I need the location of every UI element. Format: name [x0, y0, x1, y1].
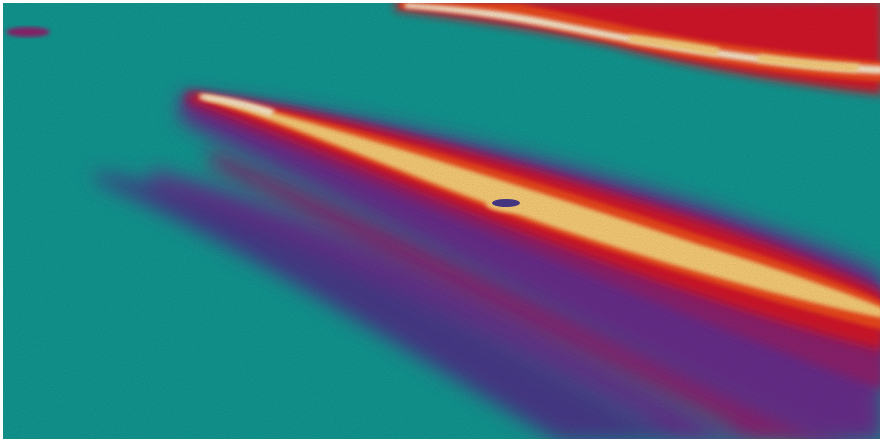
image-border — [0, 0, 883, 442]
sensor-grain — [0, 0, 883, 442]
thermal-image-frame — [0, 0, 883, 442]
thermal-plume-image — [0, 0, 883, 442]
